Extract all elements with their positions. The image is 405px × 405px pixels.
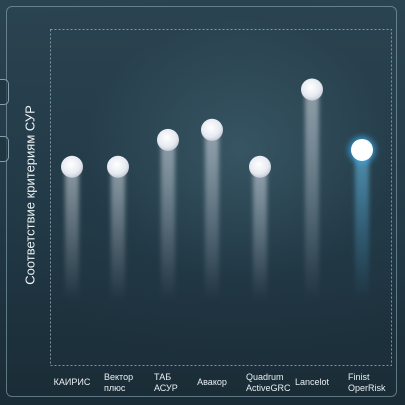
x-axis-labels: КАИРИС Вектор плюс ТАБ АСУР Авакор Quadrum Acti…	[54, 372, 386, 393]
data-points	[61, 78, 375, 178]
x-tick-label: Quadrum ActiveGRC	[246, 372, 291, 393]
side-tab-lower[interactable]	[0, 136, 9, 162]
data-point[interactable]	[249, 155, 271, 178]
point-trail	[305, 89, 319, 300]
plot-area-border	[50, 29, 392, 366]
data-point[interactable]	[61, 155, 83, 178]
point-trail	[253, 166, 267, 300]
point-trail	[205, 129, 219, 300]
data-point[interactable]	[301, 78, 323, 101]
point-trail	[161, 139, 175, 300]
data-point[interactable]	[201, 118, 223, 141]
side-tab-upper[interactable]	[0, 79, 9, 105]
point-trail	[355, 149, 369, 300]
data-point[interactable]	[351, 138, 373, 161]
x-tick-label: ТАБ АСУР	[154, 372, 178, 393]
point-trails	[65, 89, 369, 300]
point-trail	[65, 166, 79, 300]
point-trail	[111, 166, 125, 300]
x-tick-label: Вектор плюс	[104, 372, 133, 393]
x-tick-label: Finist OperRisk	[348, 372, 386, 393]
x-tick-label: КАИРИС	[54, 377, 91, 387]
data-point[interactable]	[157, 128, 179, 151]
x-tick-label: Авакор	[197, 377, 227, 387]
panel-frame	[6, 6, 397, 397]
data-point[interactable]	[107, 155, 129, 178]
x-tick-label: Lancelot	[295, 377, 330, 387]
